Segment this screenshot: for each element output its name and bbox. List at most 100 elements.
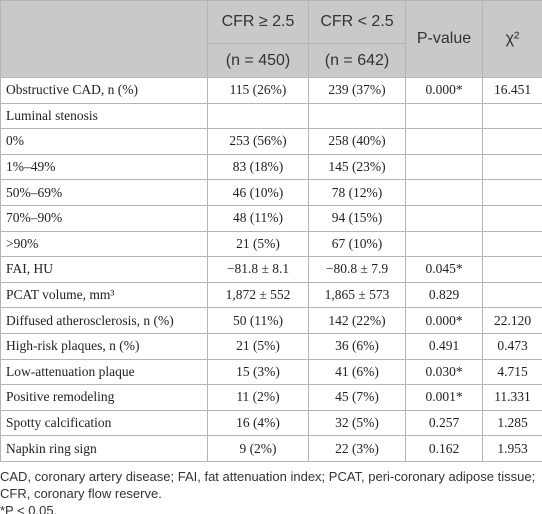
table-cell	[405, 204, 483, 232]
table-cell: 22 (3%)	[308, 435, 406, 462]
table-cell	[482, 179, 542, 206]
table-cell	[405, 230, 483, 258]
data-table: CFR ≥ 2.5 CFR < 2.5 P-value χ² (n = 450) (n =…	[0, 0, 542, 462]
table-cell: 0.162	[405, 435, 483, 462]
table-cell	[405, 153, 483, 181]
table-cell	[405, 102, 483, 130]
table-cell: 41 (6%)	[308, 358, 406, 386]
table-row: Diffused atherosclerosis, n (%) 50 (11%) 1…	[0, 307, 542, 334]
row-label: High-risk plaques, n (%)	[0, 332, 208, 360]
table-row: Low-attenuation plaque 15 (3%) 41 (6%) 0.03…	[0, 358, 542, 386]
table-cell: 94 (15%)	[308, 204, 406, 232]
table-row: >90% 21 (5%) 67 (10%)	[0, 230, 542, 258]
header-cell: (n = 450)	[207, 43, 309, 78]
table-cell: 78 (12%)	[308, 179, 406, 206]
table-row: High-risk plaques, n (%) 21 (5%) 36 (6%) 0.…	[0, 332, 542, 360]
table-cell	[482, 102, 542, 130]
table-cell: 0.001*	[405, 384, 483, 411]
table-cell	[308, 102, 406, 130]
row-label: Spotty calcification	[0, 409, 208, 437]
row-label: 50%–69%	[0, 179, 208, 206]
table-cell	[405, 128, 483, 155]
table-row: 70%–90% 48 (11%) 94 (15%)	[0, 204, 542, 232]
table-cell	[482, 128, 542, 155]
table-cell: −81.8 ± 8.1	[207, 256, 309, 283]
row-label: Luminal stenosis	[0, 102, 208, 130]
table-row: 0% 253 (56%) 258 (40%)	[0, 128, 542, 155]
row-label: Low-attenuation plaque	[0, 358, 208, 386]
header-cell: CFR ≥ 2.5	[207, 0, 309, 44]
header-row: (n = 450) (n = 642)	[1, 43, 542, 78]
footnote: CAD, coronary artery disease; FAI, fat a…	[0, 468, 536, 501]
table-header: CFR ≥ 2.5 CFR < 2.5 P-value χ² (n = 450) (n =…	[0, 0, 542, 78]
footnote: *P < 0.05.	[0, 502, 58, 514]
table-cell	[482, 204, 542, 232]
table-cell: 22.120	[482, 307, 542, 334]
table-cell: 1.953	[482, 435, 542, 462]
table-cell: 0.491	[405, 332, 483, 360]
header-cell: (n = 642)	[308, 43, 406, 78]
table-row: 50%–69% 46 (10%) 78 (12%)	[0, 179, 542, 206]
table-cell: 0.000*	[405, 77, 483, 104]
table-cell: 0.257	[405, 409, 483, 437]
header-cell: P-value	[405, 0, 483, 78]
row-label: 0%	[0, 128, 208, 155]
table-cell: 21 (5%)	[207, 230, 309, 258]
row-label: PCAT volume, mm³	[0, 281, 208, 309]
row-label: Obstructive CAD, n (%)	[0, 77, 208, 104]
table-cell: 83 (18%)	[207, 153, 309, 181]
footnotes: CAD, coronary artery disease; FAI, fat a…	[0, 462, 542, 514]
row-label: Diffused atherosclerosis, n (%)	[0, 307, 208, 334]
table-cell: 253 (56%)	[207, 128, 309, 155]
table-cell: 145 (23%)	[308, 153, 406, 181]
table-cell: 21 (5%)	[207, 332, 309, 360]
table-cell: 0.045*	[405, 256, 483, 283]
table-cell: 1.285	[482, 409, 542, 437]
table-cell: 11 (2%)	[207, 384, 309, 411]
table-row: Napkin ring sign 9 (2%) 22 (3%) 0.162 1.953	[0, 435, 542, 462]
row-label: 70%–90%	[0, 204, 208, 232]
table-cell	[482, 281, 542, 309]
table-cell: 36 (6%)	[308, 332, 406, 360]
table-cell: 16.451	[482, 77, 542, 104]
table-body: Obstructive CAD, n (%) 115 (26%) 239 (37%)…	[0, 77, 542, 462]
table-cell	[405, 179, 483, 206]
table-row: FAI, HU −81.8 ± 8.1 −80.8 ± 7.9 0.045*	[0, 256, 542, 283]
row-label: 1%–49%	[0, 153, 208, 181]
table-cell: 50 (11%)	[207, 307, 309, 334]
row-label: >90%	[0, 230, 208, 258]
row-label: Napkin ring sign	[0, 435, 208, 462]
table-cell: 15 (3%)	[207, 358, 309, 386]
table-cell	[482, 256, 542, 283]
table-cell: 67 (10%)	[308, 230, 406, 258]
table-cell: 1,865 ± 573	[308, 281, 406, 309]
table-cell	[482, 153, 542, 181]
table-cell: 115 (26%)	[207, 77, 309, 104]
table-row: Obstructive CAD, n (%) 115 (26%) 239 (37%)…	[0, 77, 542, 104]
table-cell: 258 (40%)	[308, 128, 406, 155]
table-cell: 46 (10%)	[207, 179, 309, 206]
table-row: Positive remodeling 11 (2%) 45 (7%) 0.001* 1…	[0, 384, 542, 411]
table-cell: 0.473	[482, 332, 542, 360]
table-cell	[207, 102, 309, 130]
table-cell: 142 (22%)	[308, 307, 406, 334]
row-label: Positive remodeling	[0, 384, 208, 411]
table-cell	[482, 230, 542, 258]
table-cell: 32 (5%)	[308, 409, 406, 437]
table-cell: 0.030*	[405, 358, 483, 386]
header-cell: χ²	[482, 0, 542, 78]
header-row: CFR ≥ 2.5 CFR < 2.5 P-value χ²	[0, 0, 542, 78]
table-cell: 1,872 ± 552	[207, 281, 309, 309]
table-cell: 11.331	[482, 384, 542, 411]
header-cell: CFR < 2.5	[308, 0, 406, 44]
row-label: FAI, HU	[0, 256, 208, 283]
table-cell: 239 (37%)	[308, 77, 406, 104]
table-cell: 0.000*	[405, 307, 483, 334]
table-cell: 48 (11%)	[207, 204, 309, 232]
table-cell: 9 (2%)	[207, 435, 309, 462]
table-cell: 4.715	[482, 358, 542, 386]
table-row: Luminal stenosis	[0, 102, 542, 130]
table-cell: 16 (4%)	[207, 409, 309, 437]
table-cell: 0.829	[405, 281, 483, 309]
